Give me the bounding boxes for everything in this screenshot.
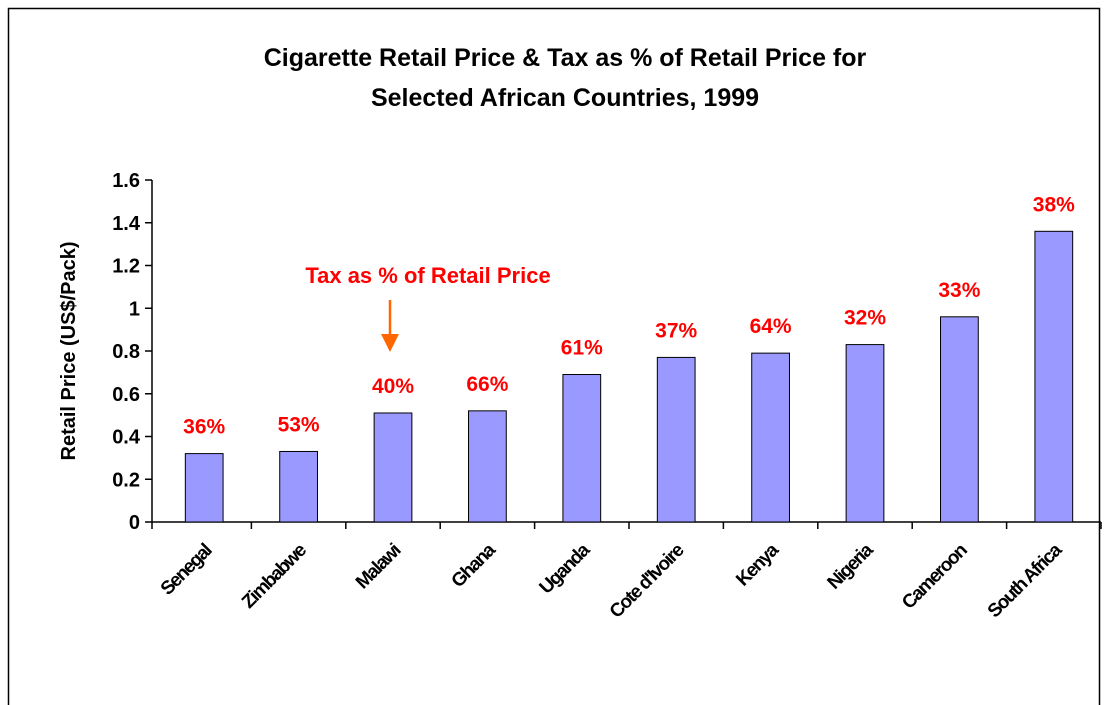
bar [751, 352, 790, 523]
chart-frame [7, 7, 1101, 705]
annotation: Tax as % of Retail Price [305, 263, 550, 288]
chart-title: Selected African Countries, 1999 [371, 84, 759, 112]
tax-label: 53% [278, 413, 320, 436]
tax-label: 36% [183, 416, 225, 439]
tax-label: 38% [1033, 193, 1075, 216]
y-axis-label: Retail Price (US$/Pack) [58, 242, 80, 461]
y-tick-label: 1.2 [112, 256, 140, 278]
bar [1034, 230, 1074, 523]
bar [468, 410, 507, 523]
y-tick-label: 0.8 [112, 341, 140, 363]
bar [656, 356, 696, 523]
y-tick-label: 1 [129, 298, 140, 320]
tax-label: 64% [750, 315, 792, 338]
y-tick-label: 1.6 [112, 170, 140, 192]
bar [279, 450, 318, 523]
chart-title: Cigarette Retail Price & Tax as % of Ret… [264, 44, 867, 72]
bar [562, 374, 602, 523]
tax-label: 37% [655, 319, 697, 342]
tax-label: 61% [561, 337, 603, 360]
tax-label: 33% [938, 279, 980, 302]
y-tick-label: 0.2 [112, 469, 140, 491]
y-tick-label: 0.4 [112, 427, 141, 449]
tax-label: 40% [372, 375, 414, 398]
bar [845, 344, 885, 523]
y-tick-label: 0.6 [112, 384, 140, 406]
annotation-arrowhead [381, 334, 399, 352]
tax-label: 32% [844, 307, 886, 330]
bar [940, 316, 979, 523]
y-tick-label: 0 [129, 512, 140, 534]
bar [373, 412, 413, 523]
y-tick-label: 1.4 [112, 213, 141, 235]
tax-label: 66% [466, 373, 508, 396]
bar [184, 453, 224, 523]
